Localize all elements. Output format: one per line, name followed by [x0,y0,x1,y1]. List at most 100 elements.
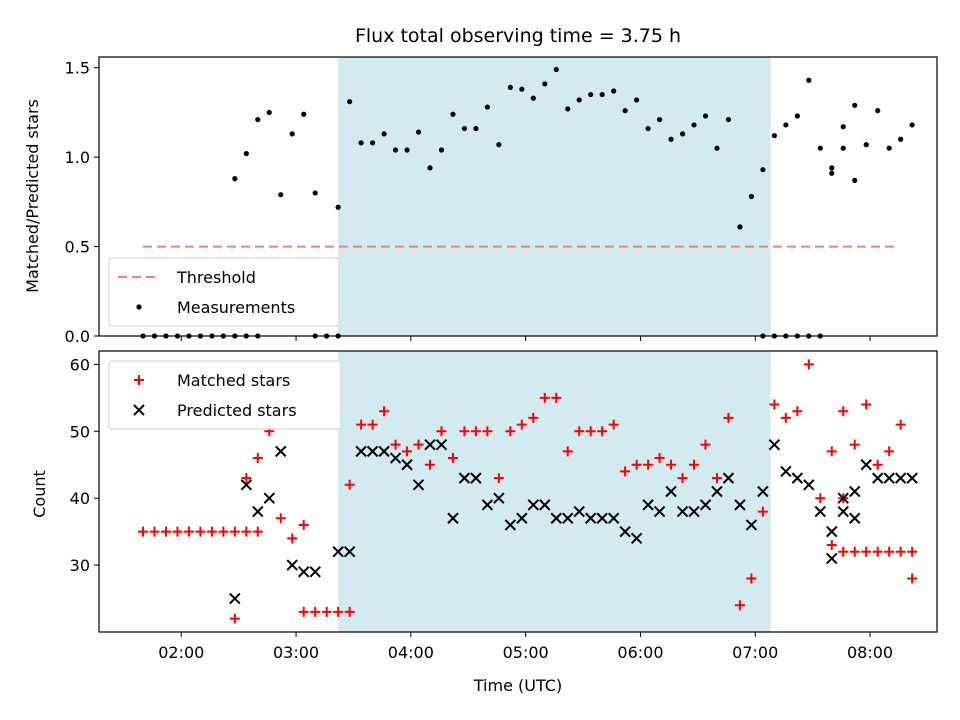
measurement-point [312,190,318,196]
measurement-point [461,125,468,132]
matched-stars-point [757,506,768,517]
predicted-stars-point [837,505,849,518]
measurement-point [725,116,732,123]
matched-stars-point [780,412,791,423]
matched-stars-point [482,426,493,437]
predicted-stars-point [780,465,792,478]
legend-box [108,360,342,430]
matched-stars-point [413,439,424,450]
matched-stars-point [493,473,504,484]
x-tick-label: 03:00 [273,643,319,662]
matched-stars-point [884,546,895,557]
matched-stars-point [229,526,240,537]
matched-stars-point [895,546,906,557]
measurement-point [576,97,582,103]
matched-stars-point [436,426,447,437]
matched-stars-point [907,573,918,584]
predicted-stars-point [619,525,631,538]
y-tick-label: 1.0 [65,148,90,167]
measurement-point [909,122,915,128]
predicted-stars-point [366,445,379,458]
measurement-point [266,109,272,116]
matched-stars-point [344,606,355,617]
predicted-stars-point [849,512,861,524]
measurement-point [301,111,307,117]
measurement-point [783,122,789,128]
predicted-stars-point [550,512,562,524]
matched-stars-point [597,426,608,437]
matched-stars-point [585,426,596,437]
matched-stars-point [183,526,194,537]
predicted-stars-point [734,499,746,511]
measurement-point [634,97,640,103]
legend-label: Measurements [177,298,295,317]
measurement-point [404,147,410,153]
matched-stars-point [138,526,149,537]
matched-stars-point [861,546,872,557]
matched-stars-point [390,439,401,450]
legend-measurement-swatch [136,304,142,310]
matched-stars-point [275,513,286,524]
matched-stars-point [470,426,481,437]
matched-stars-point [379,406,390,417]
matched-stars-point [505,426,516,437]
measurement-point [473,125,479,132]
predicted-stars-point [676,505,689,518]
matched-stars-point [241,526,252,537]
matched-stars-point [620,466,631,477]
predicted-stars-point [309,566,321,578]
matched-stars-point [551,392,562,403]
measurement-point [542,81,548,87]
matched-stars-point [333,606,344,617]
matched-stars-point [367,419,378,430]
matched-stars-point [447,453,458,464]
matched-stars-point [562,446,573,457]
measurement-point [427,165,433,171]
legend-label: Predicted stars [177,401,297,420]
predicted-stars-point [826,525,838,538]
matched-stars-point [734,600,745,611]
bottom-series-markers [138,359,918,624]
measurement-point [530,95,536,101]
matched-stars-point [815,493,826,504]
predicted-stars-point [849,485,861,498]
measurement-point [840,124,846,130]
matched-stars-point [643,459,654,470]
measurement-point [691,122,697,128]
predicted-stars-point [424,438,436,451]
measurement-point [771,133,777,139]
measurement-point [369,140,376,146]
predicted-stars-point [470,472,482,484]
legend-box [108,257,340,327]
measurement-point [381,131,387,137]
x-tick-label: 07:00 [732,643,778,662]
measurement-point [565,106,571,112]
measurement-point [886,145,892,151]
matched-stars-point [689,459,700,470]
measurement-point [255,116,261,123]
measurement-point [358,140,364,146]
predicted-stars-point [355,445,367,458]
matched-stars-point [861,399,872,410]
legend-label: Matched stars [177,371,290,390]
measurement-point [748,193,755,200]
predicted-stars-point [722,472,735,484]
matched-stars-point [746,573,757,584]
ratio-panel: 0.0 0.5 1.0 1.5 Threshold Measurements [65,56,938,346]
predicted-stars-point [745,519,758,531]
measurement-point [852,102,858,108]
predicted-stars-point [883,472,895,484]
bottom-axes-frame [98,350,938,633]
predicted-stars-point [458,472,471,484]
measurement-point [484,104,490,110]
matched-stars-point [356,419,367,430]
predicted-stars-point [504,519,517,531]
matched-stars-point [907,546,918,557]
predicted-stars-point [768,438,781,451]
predicted-stars-point [527,499,540,511]
measurement-point [450,111,456,117]
measurement-point [806,77,812,83]
matched-stars-point [160,526,171,537]
measurement-point [852,177,858,184]
x-tick-label: 06:00 [617,643,663,662]
